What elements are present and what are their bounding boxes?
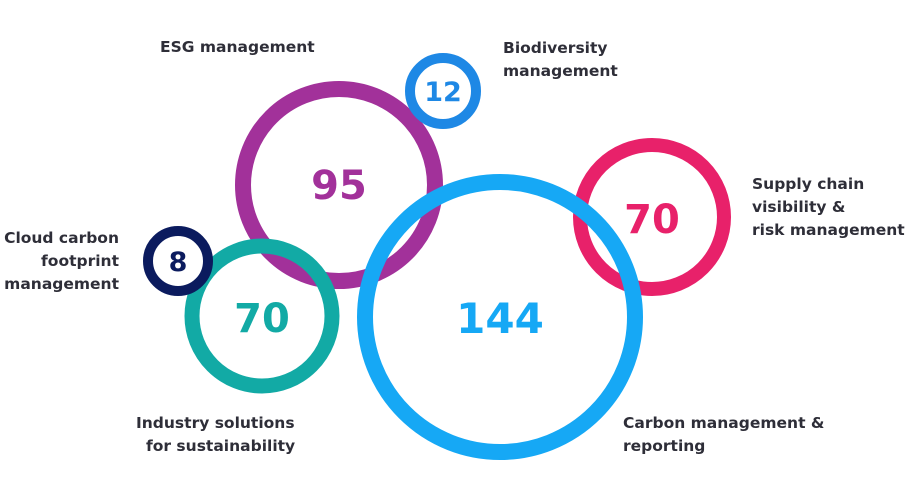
esg-bubble <box>235 81 443 289</box>
carbon-label: Carbon management & reporting <box>623 414 825 455</box>
carbon-bubble <box>357 174 643 460</box>
cloud-bubble <box>143 226 213 296</box>
cloud-label: Cloud carbon footprint management <box>4 229 119 293</box>
supply-chain-value: 70 <box>624 197 680 243</box>
esg-value: 95 <box>311 163 367 209</box>
industry-label: Industry solutions for sustainability <box>136 414 296 455</box>
industry-bubble <box>184 238 340 394</box>
biodiversity-value: 12 <box>424 77 462 108</box>
esg-label: ESG management <box>160 38 315 56</box>
cloud-value: 8 <box>169 247 188 278</box>
biodiversity-label: Biodiversity management <box>503 39 618 80</box>
biodiversity-bubble <box>405 53 481 129</box>
supply-chain-label: Supply chain visibility & risk managemen… <box>752 175 905 239</box>
carbon-value: 144 <box>456 294 544 343</box>
industry-value: 70 <box>234 296 290 342</box>
